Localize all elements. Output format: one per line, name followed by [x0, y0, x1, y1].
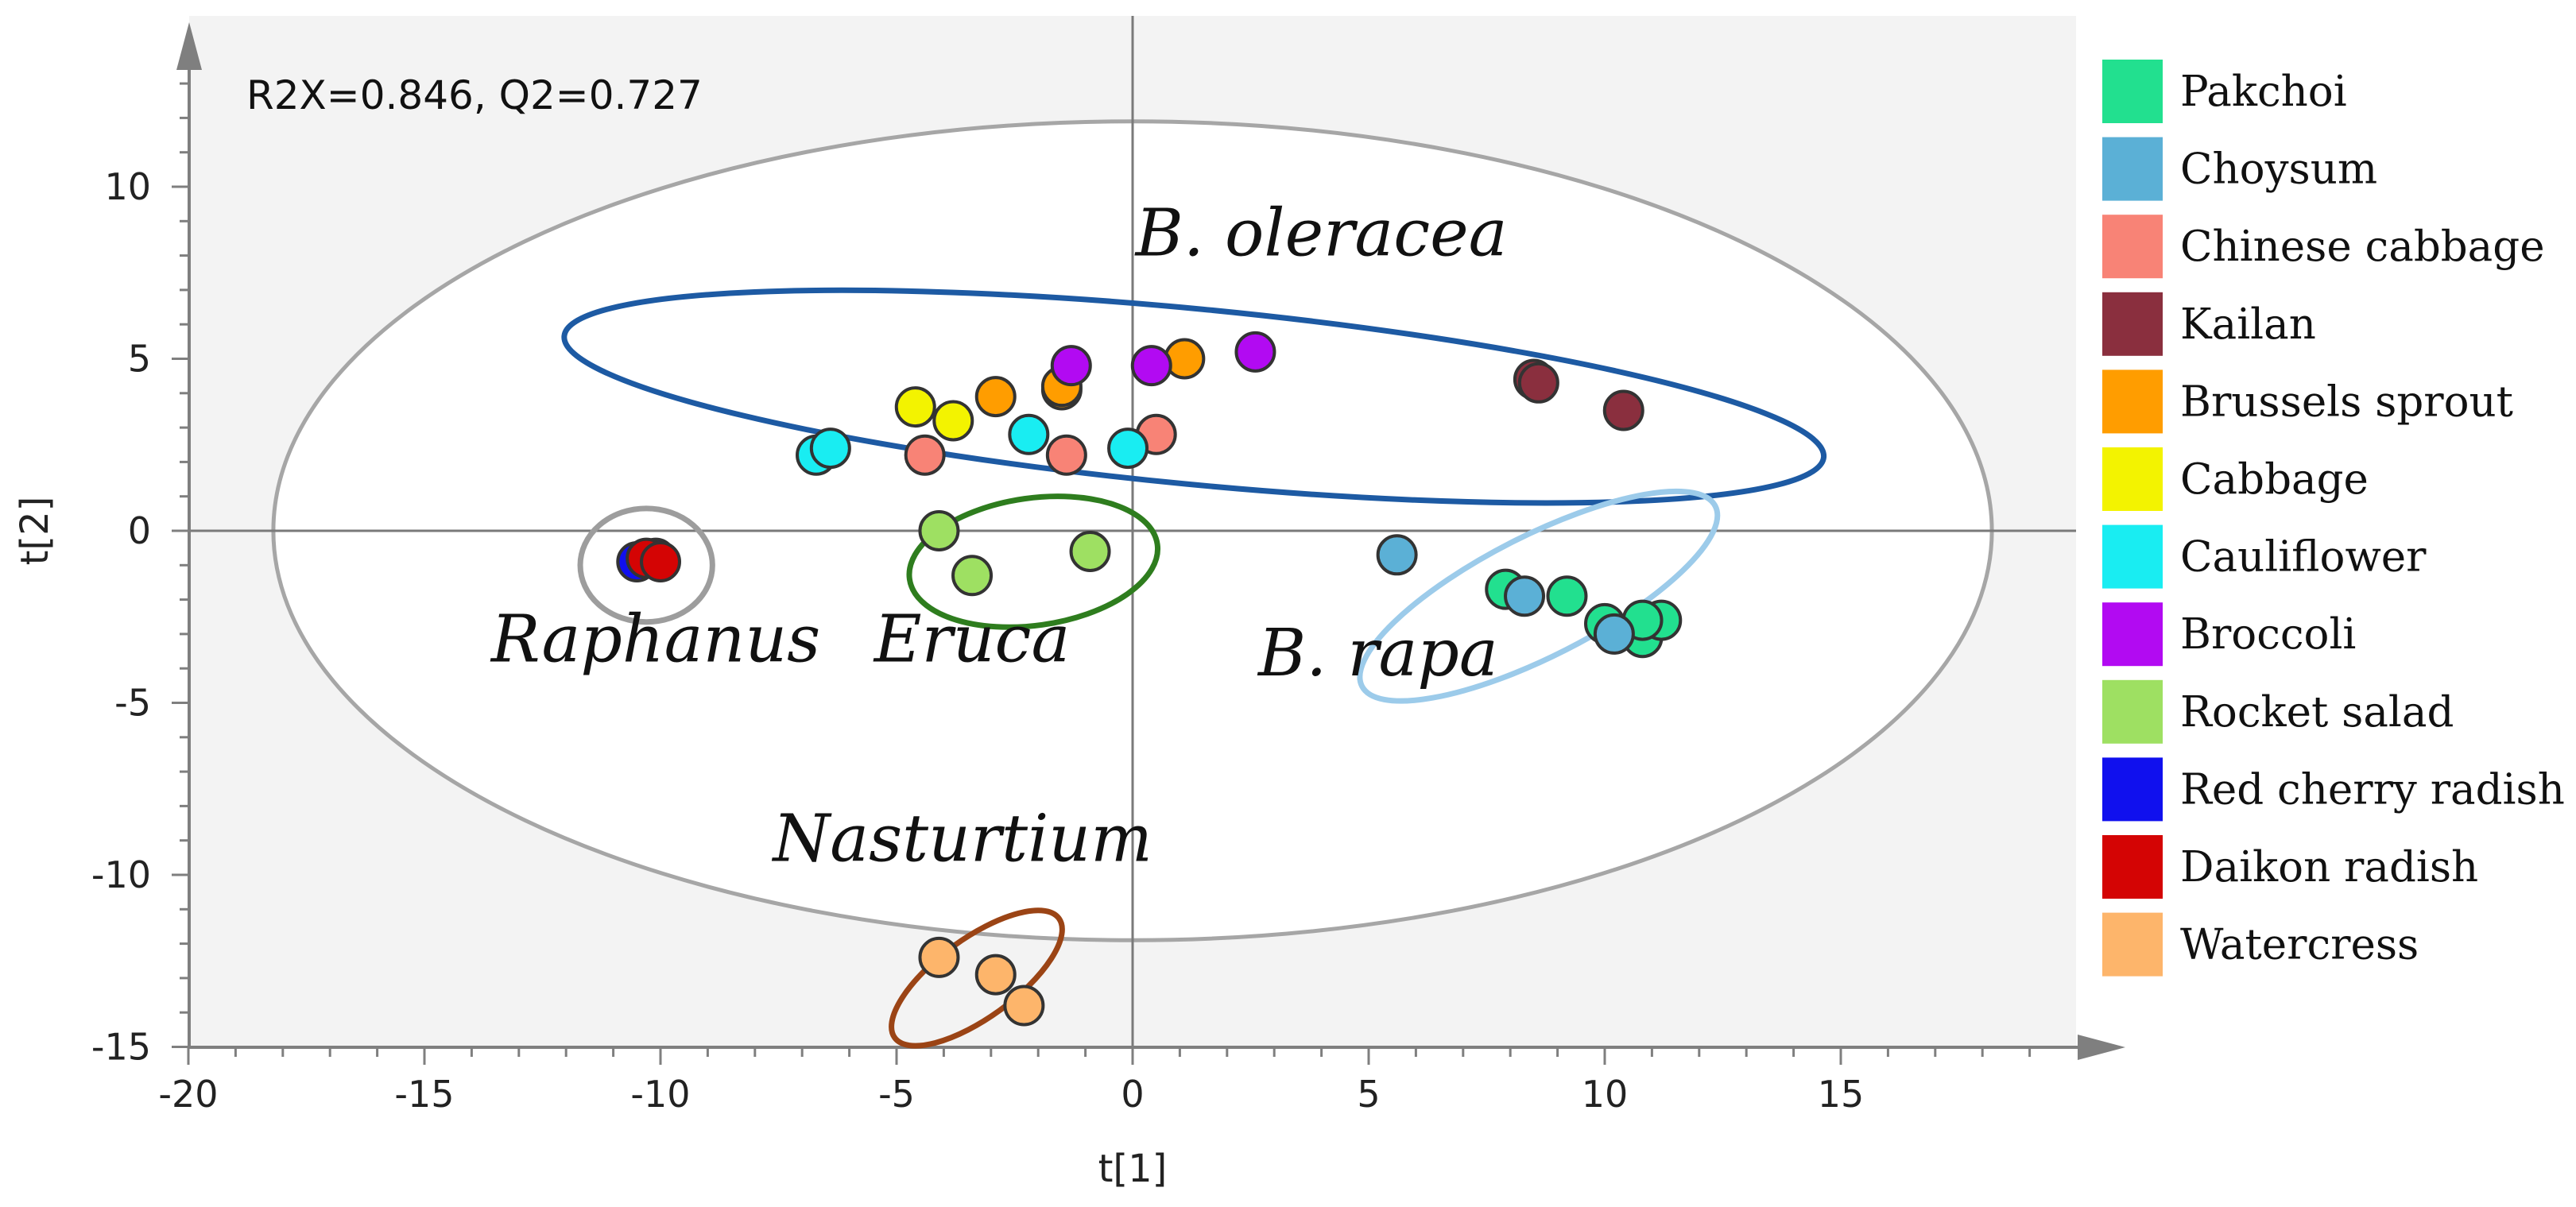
- legend-label: Rocket salad: [2180, 688, 2454, 737]
- data-point: [1234, 331, 1276, 373]
- legend-label: Cauliflower: [2180, 533, 2427, 582]
- legend-label: Cabbage: [2180, 455, 2369, 504]
- data-point: [918, 510, 960, 551]
- data-point: [974, 954, 1017, 996]
- group-label: B. rapa: [1257, 616, 1498, 691]
- x-axis-arrow: [2078, 1035, 2125, 1060]
- y-tick-label: -10: [91, 853, 151, 896]
- y-tick-label: -15: [91, 1026, 151, 1069]
- data-point: [1602, 389, 1644, 431]
- legend-swatch: [2102, 757, 2163, 822]
- data-point: [1045, 434, 1087, 476]
- data-point: [904, 434, 946, 476]
- legend-label: Daikon radish: [2180, 843, 2478, 892]
- data-point: [1376, 534, 1418, 576]
- x-tick-label: -15: [394, 1073, 454, 1116]
- x-tick-label: -5: [878, 1073, 915, 1116]
- y-axis-arrow: [176, 22, 202, 70]
- data-point: [1130, 345, 1172, 387]
- group-ellipse: [561, 287, 1827, 506]
- legend-swatch: [2102, 292, 2163, 356]
- legend-label: Watercress: [2180, 921, 2419, 969]
- group-label: Eruca: [873, 602, 1071, 678]
- fit-statistics: R2X=0.846, Q2=0.727: [246, 72, 703, 118]
- data-point: [1050, 345, 1092, 387]
- x-tick-label: 15: [1818, 1073, 1865, 1116]
- data-point: [1164, 338, 1206, 380]
- data-point: [1069, 530, 1111, 572]
- legend-swatch: [2102, 137, 2163, 201]
- data-point: [974, 376, 1017, 418]
- zero-lines: [189, 16, 2076, 1047]
- data-point: [1593, 613, 1635, 655]
- legend-swatch: [2102, 679, 2163, 744]
- y-axis-title: t[2]: [13, 497, 57, 566]
- group-label: Raphanus: [490, 602, 820, 678]
- x-tick-label: 5: [1357, 1073, 1380, 1116]
- y-tick-label: -5: [114, 682, 151, 725]
- y-tick-label: 5: [128, 338, 151, 381]
- data-point: [1107, 427, 1149, 470]
- legend-label: Broccoli: [2180, 610, 2356, 659]
- data-point: [1546, 575, 1588, 617]
- data-point: [918, 936, 960, 978]
- legend: Pakchoi Choysum Chinese cabbage Kailan Bruss…: [2102, 60, 2565, 977]
- legend-swatch: [2102, 835, 2163, 899]
- data-point: [809, 427, 851, 470]
- data-point: [932, 400, 974, 442]
- legend-label: Chinese cabbage: [2180, 222, 2545, 271]
- legend-label: Brussels sprout: [2180, 377, 2513, 426]
- data-point: [1517, 362, 1559, 404]
- legend-swatch: [2102, 60, 2163, 123]
- legend-swatch: [2102, 602, 2163, 667]
- x-axis-title: t[1]: [1098, 1147, 1168, 1191]
- x-tick-label: 0: [1121, 1073, 1144, 1116]
- data-point: [1003, 985, 1045, 1027]
- legend-label: Choysum: [2180, 145, 2377, 194]
- group-label: B. oleracea: [1134, 196, 1508, 272]
- legend-swatch: [2102, 912, 2163, 977]
- legend-swatch: [2102, 215, 2163, 279]
- group-label: Nasturtium: [771, 802, 1152, 877]
- legend-label: Pakchoi: [2180, 68, 2347, 116]
- data-point: [1008, 413, 1050, 455]
- group-labels: B. oleracea Raphanus Eruca B. rapa Nasturtiu…: [490, 196, 1508, 877]
- legend-swatch: [2102, 369, 2163, 434]
- group-ellipse: [906, 493, 1161, 630]
- x-tick-label: -20: [158, 1073, 218, 1116]
- legend-swatch: [2102, 447, 2163, 511]
- data-point: [894, 386, 936, 428]
- legend-label: Kailan: [2180, 300, 2316, 349]
- data-point: [640, 540, 681, 582]
- y-tick-label: 10: [104, 165, 151, 208]
- group-ellipse: [577, 505, 715, 625]
- data-points: [616, 331, 1683, 1027]
- legend-label: Red cherry radish: [2180, 765, 2565, 814]
- group-ellipse: [1357, 488, 1721, 704]
- data-point: [1504, 575, 1546, 617]
- y-tick-label: 0: [128, 509, 151, 552]
- data-point: [951, 555, 994, 597]
- x-tick-label: -10: [630, 1073, 690, 1116]
- legend-swatch: [2102, 524, 2163, 589]
- x-tick-label: 10: [1582, 1073, 1629, 1116]
